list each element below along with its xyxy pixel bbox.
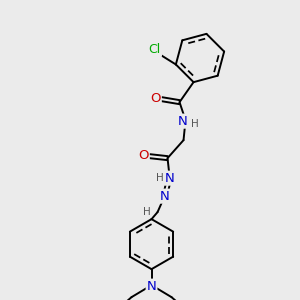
Text: H: H	[156, 173, 164, 183]
Text: N: N	[178, 115, 188, 128]
Text: Cl: Cl	[149, 43, 161, 56]
Text: O: O	[138, 148, 149, 162]
Text: N: N	[160, 190, 170, 202]
Text: N: N	[165, 172, 174, 184]
Text: O: O	[150, 92, 161, 105]
Text: N: N	[147, 280, 156, 292]
Text: H: H	[191, 119, 198, 129]
Text: H: H	[143, 207, 150, 217]
